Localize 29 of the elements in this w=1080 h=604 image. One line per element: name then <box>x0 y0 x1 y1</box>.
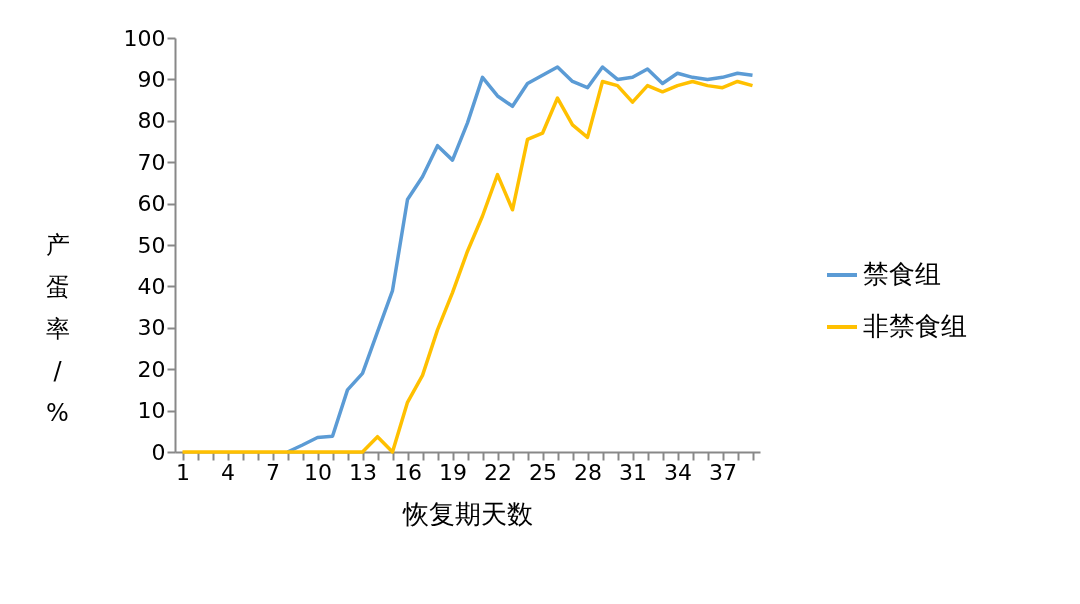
legend-label: 非禁食组 <box>863 311 967 341</box>
y-tick-label: 30 <box>137 315 166 341</box>
x-tick-label: 28 <box>574 459 602 485</box>
x-tick-label: 4 <box>221 459 235 485</box>
x-tick-label: 13 <box>349 459 377 485</box>
x-tick-label: 37 <box>709 459 737 485</box>
x-tick-label: 34 <box>664 459 692 485</box>
y-tick-label: 20 <box>137 356 166 382</box>
y-tick-label: 0 <box>151 439 166 465</box>
x-tick-label: 25 <box>529 459 557 485</box>
y-tick-label: 100 <box>123 25 166 51</box>
x-tick-label: 7 <box>266 459 280 485</box>
x-axis-title: 恢复期天数 <box>402 498 533 529</box>
y-tick-label: 10 <box>137 398 166 424</box>
x-tick-label: 10 <box>304 459 332 485</box>
x-tick-label: 19 <box>439 459 467 485</box>
x-tick-label: 22 <box>484 459 512 485</box>
legend-label: 禁食组 <box>863 259 941 289</box>
x-tick-label: 1 <box>176 459 190 485</box>
y-tick-label: 40 <box>137 273 166 299</box>
x-tick-label: 31 <box>619 459 647 485</box>
x-tick-label: 16 <box>394 459 422 485</box>
y-tick-label: 70 <box>137 149 166 175</box>
line-series <box>180 79 755 454</box>
y-tick-label: 90 <box>137 66 166 92</box>
y-tick-label: 50 <box>137 232 166 258</box>
y-tick-label: 80 <box>137 108 166 134</box>
y-axis-title: 产蛋率/% <box>45 230 70 427</box>
y-tick-label: 60 <box>137 191 166 217</box>
